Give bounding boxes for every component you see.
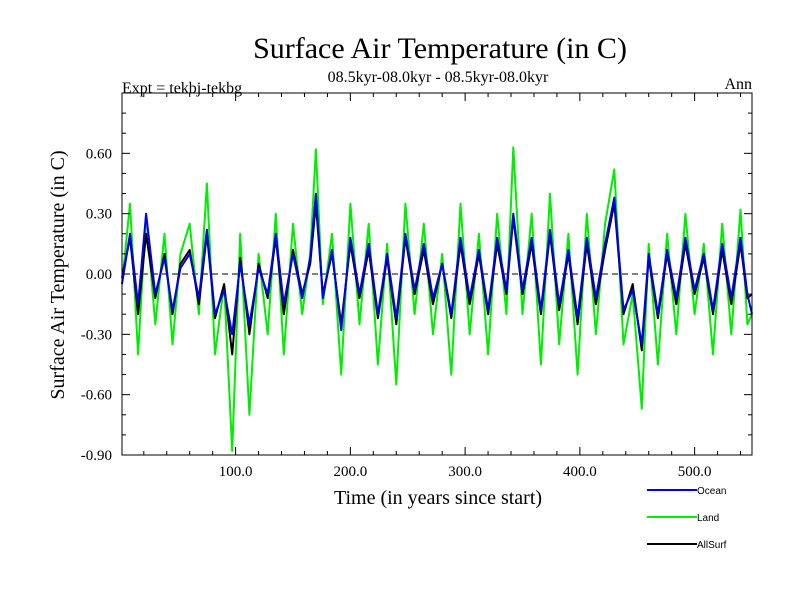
x-axis-label: Time (in years since start) (334, 487, 542, 509)
y-tick-label: -0.90 (81, 448, 112, 464)
series-line-allsurf (121, 202, 753, 356)
y-tick-label: -0.60 (81, 388, 112, 404)
y-axis-label: Surface Air Temperature (in C) (47, 150, 69, 399)
x-tick-label: 300.0 (448, 464, 482, 480)
x-tick-label: 500.0 (678, 464, 712, 480)
y-tick-label: -0.30 (81, 327, 112, 343)
chart-title: Surface Air Temperature (in C) (253, 32, 627, 65)
y-tick-label: 0.60 (86, 146, 112, 162)
expt-label: Expt = tekbj-tekbg (122, 80, 242, 97)
chart-subtitle: 08.5kyr-08.0kyr - 08.5kyr-08.0kyr (328, 69, 549, 86)
series-line-land (121, 146, 753, 452)
y-tick-label: 0.30 (86, 207, 112, 223)
season-label: Ann (724, 76, 752, 93)
x-tick-label: 200.0 (333, 464, 367, 480)
series-line-ocean (121, 192, 753, 346)
y-tick-label: 0.00 (86, 267, 112, 283)
ticks-layer: 100.0 200.0 300.0 400.0 500.0 -0.90 -0.60 -0.30… (81, 93, 752, 480)
series-layer (121, 146, 753, 452)
x-tick-label: 400.0 (563, 464, 597, 480)
legend-label-allsurf: AllSurf (697, 540, 727, 551)
x-tick-label: 100.0 (219, 464, 253, 480)
legend-label-ocean: Ocean (697, 486, 726, 497)
legend: Ocean Land AllSurf (647, 486, 727, 551)
legend-label-land: Land (697, 513, 719, 524)
